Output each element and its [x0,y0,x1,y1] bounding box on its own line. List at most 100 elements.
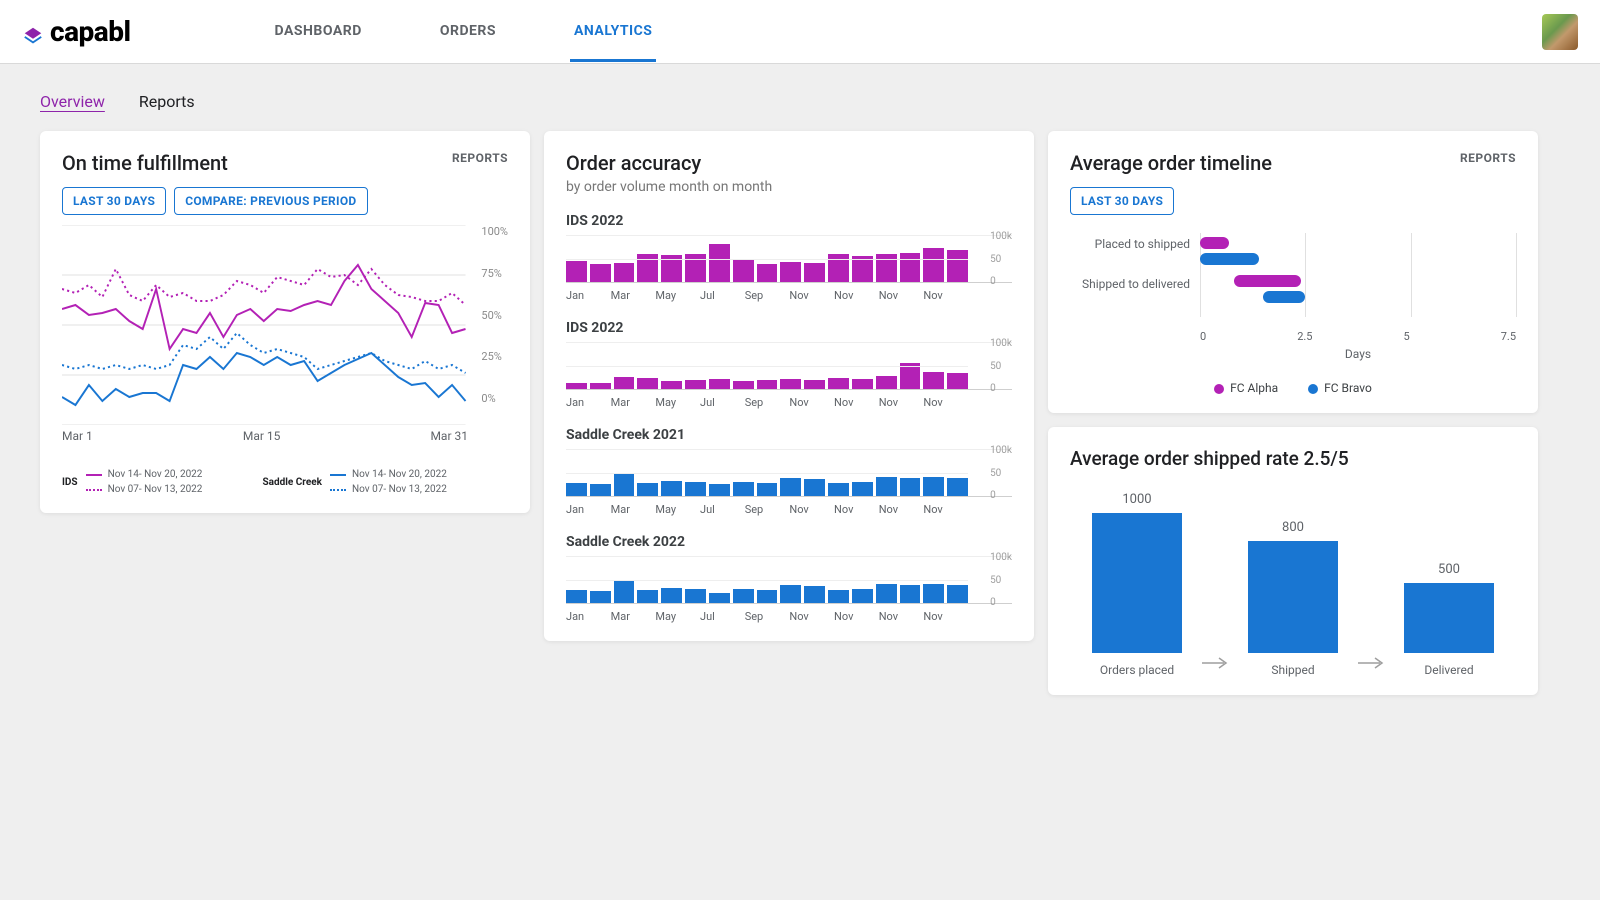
accuracy-bar [637,378,658,389]
accuracy-bar [828,590,849,603]
accuracy-bar [709,484,730,496]
nav-link-orders[interactable]: ORDERS [436,1,500,62]
subtab-reports[interactable]: Reports [139,92,195,111]
shipped-rate-chart: 1000Orders placed800Shipped500Delivered [1070,492,1516,677]
timeline-legend-item: FC Alpha [1214,381,1278,395]
timeline-xtick: 5 [1404,330,1410,343]
accuracy-bar [828,254,849,282]
fulfillment-title: On time fulfillment [62,151,228,175]
accuracy-bar [733,381,754,389]
accuracy-bar [900,363,921,389]
avatar[interactable] [1542,14,1578,50]
card-order-accuracy: Order accuracy by order volume month on … [544,131,1034,641]
fulfillment-line-chart: 100% 75% 50% 25% 0% Mar 1 Mar 15 Mar 31 [62,225,508,443]
accuracy-bar [852,482,873,496]
funnel-bar [1248,541,1338,653]
accuracy-bar [566,483,587,496]
legend-item-label: Nov 14- Nov 20, 2022 [108,469,203,480]
legend-item-label: Nov 14- Nov 20, 2022 [352,469,447,480]
legend-item-label: Nov 07- Nov 13, 2022 [352,484,447,495]
fulfillment-reports-link[interactable]: REPORTS [452,151,508,165]
accuracy-bar [780,262,801,282]
accuracy-xtick: Nov [879,503,924,516]
top-nav: capabl DASHBOARD ORDERS ANALYTICS [0,0,1600,64]
accuracy-bar [852,256,873,282]
accuracy-bar [661,588,682,603]
accuracy-bar [733,260,754,282]
legend-group-name: Saddle Creek [262,477,322,488]
accuracy-xtick: Nov [879,396,924,409]
accuracy-ytick: 100k [990,338,1012,349]
accuracy-bar [590,383,611,389]
accuracy-bar [947,585,968,603]
chip-last-30-days[interactable]: LAST 30 DAYS [62,187,166,215]
accuracy-bar-chart [566,449,1012,497]
accuracy-ytick: 50 [990,468,1012,479]
accuracy-bar [780,478,801,496]
timeline-gantt-chart: Placed to shipped Shipped to delivered 0… [1070,233,1516,343]
accuracy-xtick: Sep [745,396,790,409]
accuracy-bar [780,585,801,603]
accuracy-bar [685,482,706,496]
accuracy-bar [614,474,635,496]
funnel-step: 1000Orders placed [1092,492,1182,677]
timeline-xaxis-label: Days [1070,347,1516,361]
accuracy-xtick: Nov [923,289,968,302]
fulfill-ytick: 0% [481,392,508,405]
accuracy-bar [876,477,897,496]
brand: capabl [22,15,131,48]
chip-timeline-last-30[interactable]: LAST 30 DAYS [1070,187,1174,215]
accuracy-xtick: Sep [745,503,790,516]
accuracy-bar [923,372,944,389]
accuracy-xtick: Nov [923,610,968,623]
timeline-row-label: Shipped to delivered [1070,277,1190,291]
accuracy-bar [852,379,873,389]
accuracy-xtick: May [655,503,700,516]
legend-item-label: Nov 07- Nov 13, 2022 [108,484,203,495]
timeline-bar [1234,275,1301,287]
legend-group-name: IDS [62,477,78,488]
accuracy-xtick: Jul [700,610,745,623]
accuracy-xtick: Nov [834,289,879,302]
accuracy-xtick: Nov [879,289,924,302]
card-average-order-timeline: Average order timeline REPORTS LAST 30 D… [1048,131,1538,413]
accuracy-bar [733,482,754,496]
timeline-legend: FC AlphaFC Bravo [1070,381,1516,395]
accuracy-xtick: Nov [923,503,968,516]
accuracy-series-title: IDS 2022 [566,320,1012,336]
subtab-overview[interactable]: Overview [40,92,105,111]
nav-link-dashboard[interactable]: DASHBOARD [271,1,366,62]
accuracy-bar [685,254,706,282]
accuracy-bar [923,477,944,496]
arrow-right-icon [1356,655,1386,671]
accuracy-bar [947,250,968,282]
accuracy-ytick: 50 [990,361,1012,372]
accuracy-bar [900,253,921,282]
accuracy-xtick: Nov [789,503,834,516]
accuracy-bar [828,378,849,389]
accuracy-bar [637,483,658,496]
accuracy-bar [947,478,968,496]
accuracy-bar [614,263,635,282]
accuracy-ytick: 100k [990,231,1012,242]
accuracy-bar [590,264,611,282]
accuracy-bar [661,481,682,496]
accuracy-xtick: Mar [611,396,656,409]
nav-link-analytics[interactable]: ANALYTICS [570,1,656,62]
accuracy-title: Order accuracy [566,151,1012,175]
accuracy-bar [804,263,825,282]
accuracy-xtick: Jan [566,503,611,516]
accuracy-xtick: Jan [566,289,611,302]
accuracy-bar [876,254,897,282]
fulfill-xtick: Mar 1 [62,429,93,443]
timeline-reports-link[interactable]: REPORTS [1460,151,1516,165]
fulfill-ytick: 25% [481,350,508,363]
card-on-time-fulfillment: On time fulfillment REPORTS LAST 30 DAYS… [40,131,530,513]
chip-compare-previous[interactable]: COMPARE: PREVIOUS PERIOD [174,187,367,215]
accuracy-bar [804,479,825,496]
brand-logo-icon [22,21,44,43]
accuracy-ytick: 100k [990,552,1012,563]
timeline-xtick: 7.5 [1501,330,1516,343]
accuracy-bar-chart [566,235,1012,283]
accuracy-bar [590,591,611,603]
